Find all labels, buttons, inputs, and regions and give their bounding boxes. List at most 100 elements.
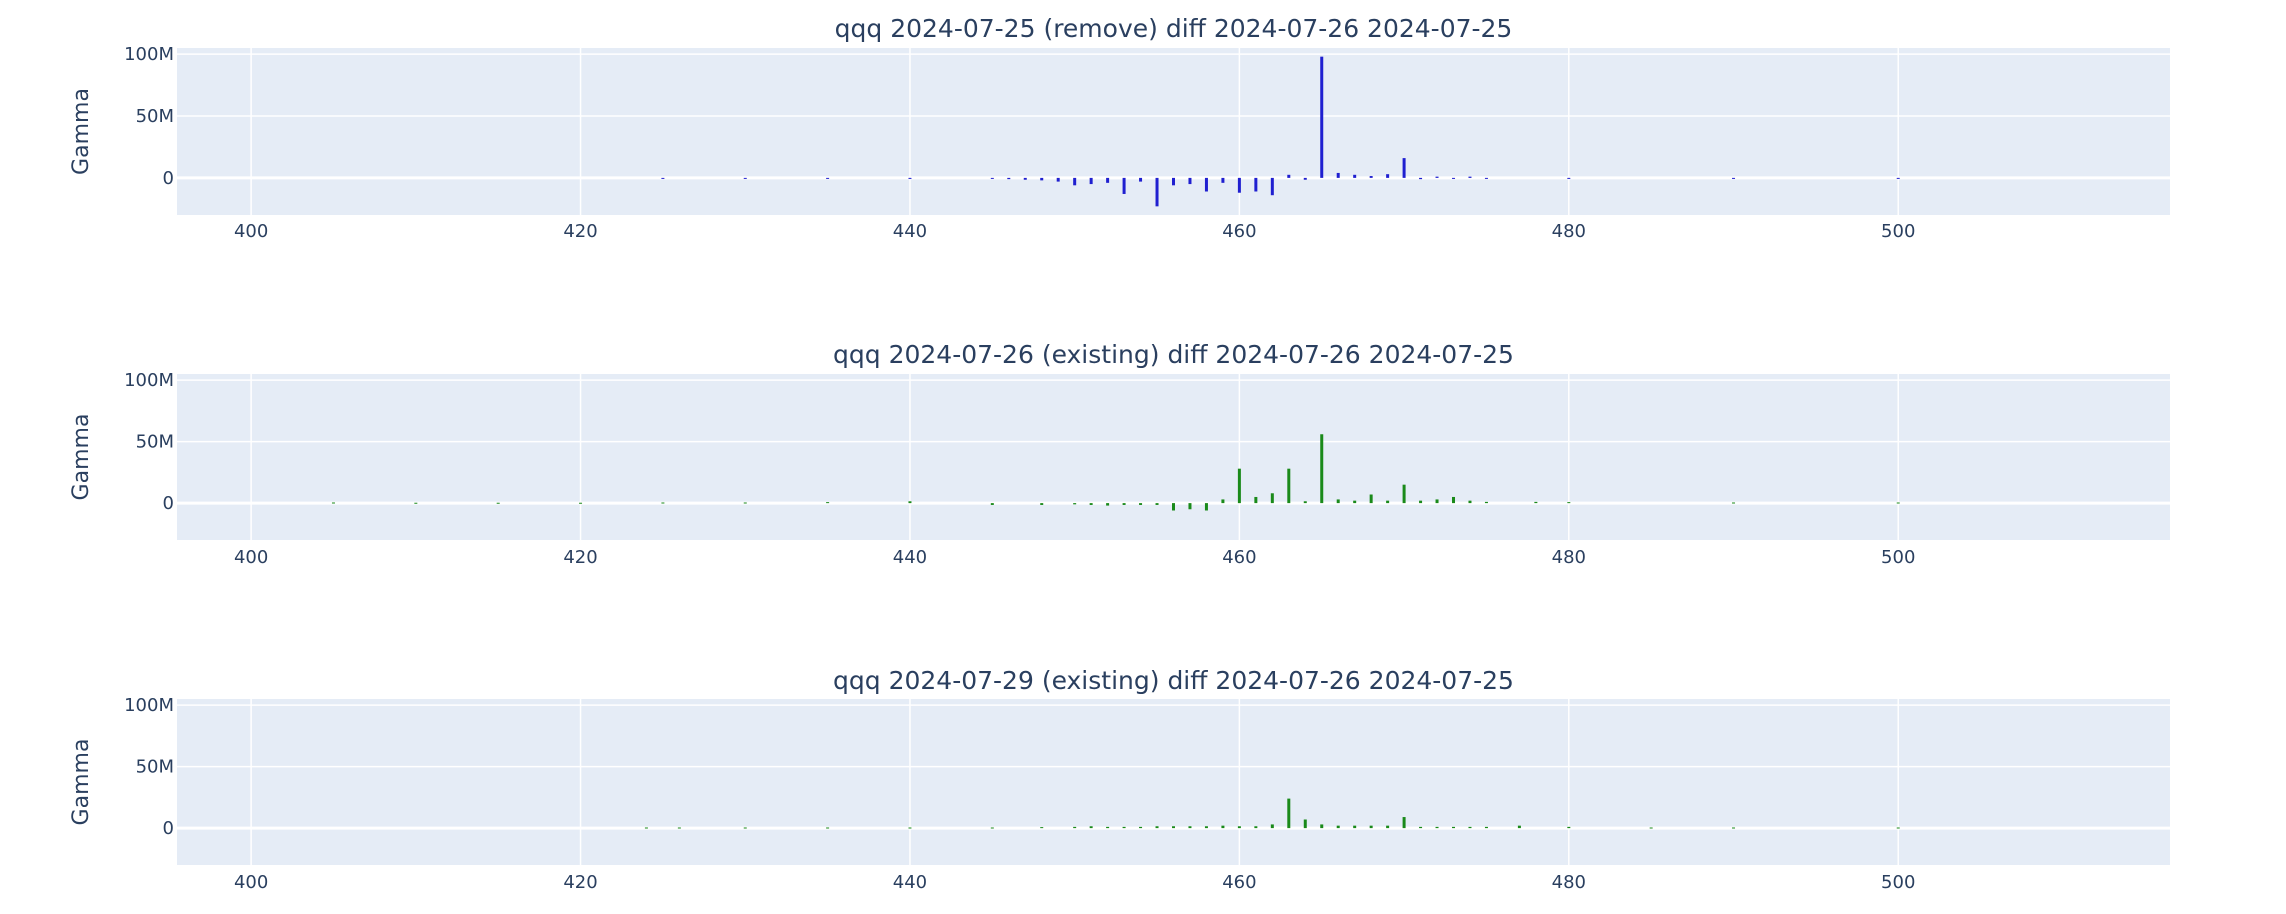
x-tick-label: 440 [893,872,927,893]
bar [1435,176,1439,178]
bar [1172,503,1175,511]
y-tick-label: 50M [136,106,174,127]
bar [1254,177,1258,192]
bar [1254,826,1258,829]
bar [414,502,418,504]
bar [1172,177,1175,186]
chart-title: qqq 2024-07-29 (existing) diff 2024-07-2… [833,666,1514,695]
bar [990,827,994,829]
bar [1732,827,1736,829]
bar [743,502,747,504]
bar [826,177,830,179]
bar [1419,500,1423,504]
bar [1402,158,1406,178]
bar [1336,499,1340,504]
bar [1139,177,1143,182]
bar [1073,503,1077,505]
y-tick-label: 100M [124,695,174,716]
bar [1122,826,1126,829]
x-tick-label: 420 [563,547,597,568]
bar [1567,826,1571,829]
bar [1484,177,1488,179]
bar [1172,826,1175,829]
bar [1732,177,1736,179]
bar [990,503,994,505]
bar [1452,826,1456,829]
bar [1386,174,1390,178]
bar [1517,825,1521,829]
bar [1270,493,1274,504]
bar [1303,177,1307,180]
bar [1237,177,1241,193]
bar [1089,826,1093,829]
bar [1204,826,1208,829]
x-tick-label: 420 [563,221,597,242]
plot-background [177,48,2170,215]
y-axis-label: Gamma [69,88,94,175]
bar [1073,177,1077,186]
bar [1040,503,1044,505]
bar [908,177,912,179]
y-tick-label: 100M [124,44,174,65]
bar [1534,501,1538,504]
bar [1320,56,1324,178]
bar [1040,827,1044,829]
bar [1007,177,1011,180]
y-tick-label: 0 [163,493,174,514]
chart-panel-2: 100M 50M 0 400 420 440 460 480 500 qqq 2024-07-26… [69,340,2170,568]
x-tick-label: 400 [234,221,268,242]
bar [1287,468,1291,504]
bar [1155,826,1159,829]
bar [1122,503,1126,505]
plot-background [177,374,2170,540]
y-tick-label: 50M [136,757,174,778]
x-tick-label: 480 [1552,547,1586,568]
chart-title: qqq 2024-07-26 (existing) diff 2024-07-2… [833,340,1514,369]
bar [1106,503,1110,506]
bar [1353,825,1357,829]
bar [644,827,648,829]
bar [826,827,830,829]
bar [1732,502,1736,504]
x-tick-label: 440 [893,547,927,568]
bar [1567,177,1571,179]
y-tick-label: 0 [163,168,174,189]
x-tick-label: 460 [1222,872,1256,893]
bar [1237,468,1241,504]
bar [1484,501,1488,504]
bar [1353,174,1357,178]
bar [1336,172,1340,178]
bar [1896,177,1900,179]
bar [990,177,994,179]
bar [1435,826,1439,829]
bar [1089,503,1093,505]
bar [1106,177,1110,183]
bar [1336,825,1340,829]
x-tick-label: 500 [1881,872,1915,893]
bar [1369,494,1373,504]
bar [1303,501,1307,504]
bar [1155,503,1159,505]
bar [1320,434,1324,504]
bar [1402,817,1406,829]
chart-panel-1: 100M 50M 0 400 420 440 460 480 500 qqq 2024-07-25… [69,14,2170,242]
x-tick-label: 400 [234,547,268,568]
bar [1896,827,1900,829]
bar [908,501,912,504]
bar [1468,826,1472,829]
y-axis-label: Gamma [69,739,94,826]
bar [1402,484,1406,504]
y-tick-label: 0 [163,818,174,839]
bar [1106,826,1110,829]
x-tick-label: 420 [563,872,597,893]
bar [1287,798,1291,829]
bar [1386,825,1390,829]
bar [1221,499,1225,504]
bar [579,502,583,504]
x-tick-label: 480 [1552,221,1586,242]
bar [1419,177,1423,180]
y-tick-label: 50M [136,432,174,453]
bar [1468,176,1472,178]
bar [1221,825,1225,829]
